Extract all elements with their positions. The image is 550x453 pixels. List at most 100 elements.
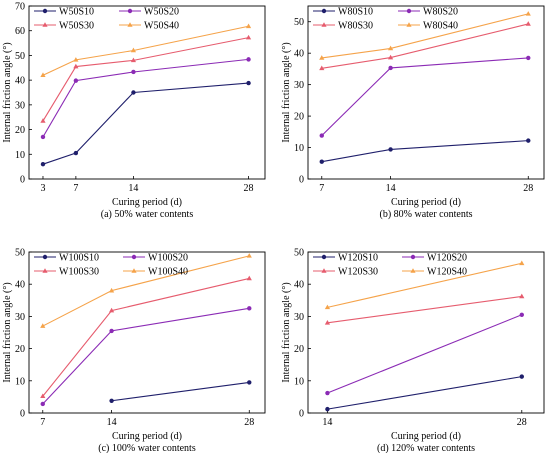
series-W100S30	[40, 275, 252, 399]
y-axis-label: Internal friction angle (°)	[2, 42, 13, 142]
series-W100S10	[109, 380, 252, 403]
chart-panel-2: 0 10 20 30 40 50 7 14 28 Curing period (d) Interna…	[2, 248, 266, 453]
y-tick-label: 20	[15, 125, 25, 136]
series-W120S20	[325, 312, 524, 396]
legend-label: W120S20	[427, 253, 467, 264]
legend-label: W50S10	[59, 7, 94, 18]
legend-marker	[131, 268, 137, 273]
series-line	[111, 381, 250, 402]
y-axis-label: Internal friction angle (°)	[281, 42, 292, 142]
data-point	[246, 275, 252, 281]
legend-marker	[321, 22, 327, 27]
data-point	[388, 54, 394, 60]
y-tick-label: 70	[15, 2, 25, 13]
plot-frame	[28, 5, 266, 180]
data-point	[40, 393, 46, 399]
series-W50S20	[40, 57, 251, 140]
y-tick-label: 60	[15, 26, 25, 37]
y-tick-label: 50	[15, 51, 25, 62]
series-line	[42, 25, 249, 76]
x-tick-label: 14	[128, 183, 138, 194]
legend-label: W80S20	[423, 7, 458, 18]
data-point	[40, 323, 46, 328]
y-tick-label: 20	[294, 112, 304, 123]
legend-label: W50S40	[144, 21, 179, 32]
data-point	[245, 23, 252, 29]
data-point	[519, 374, 524, 379]
data-point	[319, 159, 324, 164]
data-point	[109, 328, 114, 334]
legend-label: W80S10	[338, 7, 373, 18]
legend-label: W100S30	[59, 267, 99, 278]
y-tick-label: 20	[15, 344, 25, 355]
y-tick-label: 0	[20, 409, 25, 420]
series-line	[321, 140, 529, 163]
series-W100S40	[40, 253, 252, 328]
legend-label: W80S40	[423, 21, 458, 32]
y-tick-label: 30	[294, 80, 304, 91]
y-tick-label: 50	[15, 248, 25, 259]
series-line	[42, 82, 249, 165]
chart-panel-0: 0 10 20 30 40 50 60 70 3 7 14 28 Curing period (d) In…	[2, 2, 266, 220]
series-line	[321, 57, 529, 136]
series-line	[327, 295, 522, 324]
series-line	[42, 37, 249, 122]
legend-label: W120S30	[338, 267, 378, 278]
data-point	[130, 47, 137, 53]
series-W120S40	[324, 260, 525, 310]
legend: W50S10 W50S20 W50S30 W50S40	[34, 7, 179, 32]
data-point	[325, 390, 330, 396]
legend-marker	[410, 254, 416, 260]
data-point	[325, 406, 330, 412]
series-W80S20	[319, 55, 531, 138]
data-point	[109, 307, 115, 313]
y-axis-label: Internal friction angle (°)	[2, 282, 13, 382]
x-tick-label: 7	[40, 417, 45, 428]
y-tick-label: 40	[15, 280, 25, 291]
series-line	[42, 58, 249, 138]
legend-label: W50S20	[144, 7, 179, 18]
series-line	[42, 307, 250, 405]
data-point	[40, 161, 46, 167]
data-point	[324, 304, 331, 310]
chart-panel-3: 0 10 20 30 40 50 14 28 Curing period (d) Internal…	[281, 248, 545, 453]
data-point	[526, 138, 531, 143]
data-point	[40, 118, 46, 123]
legend-marker	[321, 8, 327, 14]
legend-marker	[127, 8, 133, 14]
data-point	[246, 253, 252, 258]
legend: W80S10 W80S20 W80S30 W80S40	[313, 7, 458, 32]
y-tick-label: 40	[294, 49, 304, 60]
legend-label: W50S30	[59, 21, 94, 32]
series-line	[42, 277, 250, 397]
series-W80S30	[319, 21, 531, 71]
series-line	[327, 314, 522, 394]
data-point	[40, 134, 46, 140]
series-W80S40	[319, 11, 531, 60]
legend-label: W100S10	[59, 253, 99, 264]
data-point	[525, 11, 531, 16]
legend-label: W120S10	[338, 253, 378, 264]
legend-marker	[127, 22, 133, 27]
data-point	[324, 320, 331, 325]
data-point	[246, 57, 251, 62]
x-tick-label: 3	[40, 183, 45, 194]
y-tick-label: 50	[294, 17, 304, 28]
legend-marker	[406, 8, 412, 14]
data-point	[73, 57, 79, 62]
legend-marker	[131, 254, 137, 260]
y-tick-label: 10	[294, 143, 304, 154]
panel-caption: (c) 100% water contents	[98, 443, 196, 453]
x-tick-label: 28	[517, 417, 527, 428]
x-tick-label: 7	[319, 183, 324, 194]
data-point	[73, 63, 79, 69]
series-W50S10	[40, 80, 251, 167]
panel-caption: (d) 120% water contents	[377, 443, 475, 453]
data-point	[247, 306, 252, 311]
x-axis-label: Curing period (d)	[112, 197, 182, 208]
legend-marker	[42, 268, 48, 273]
data-point	[73, 150, 79, 156]
data-point	[73, 78, 79, 83]
legend-label: W80S30	[338, 21, 373, 32]
data-point	[247, 380, 252, 385]
